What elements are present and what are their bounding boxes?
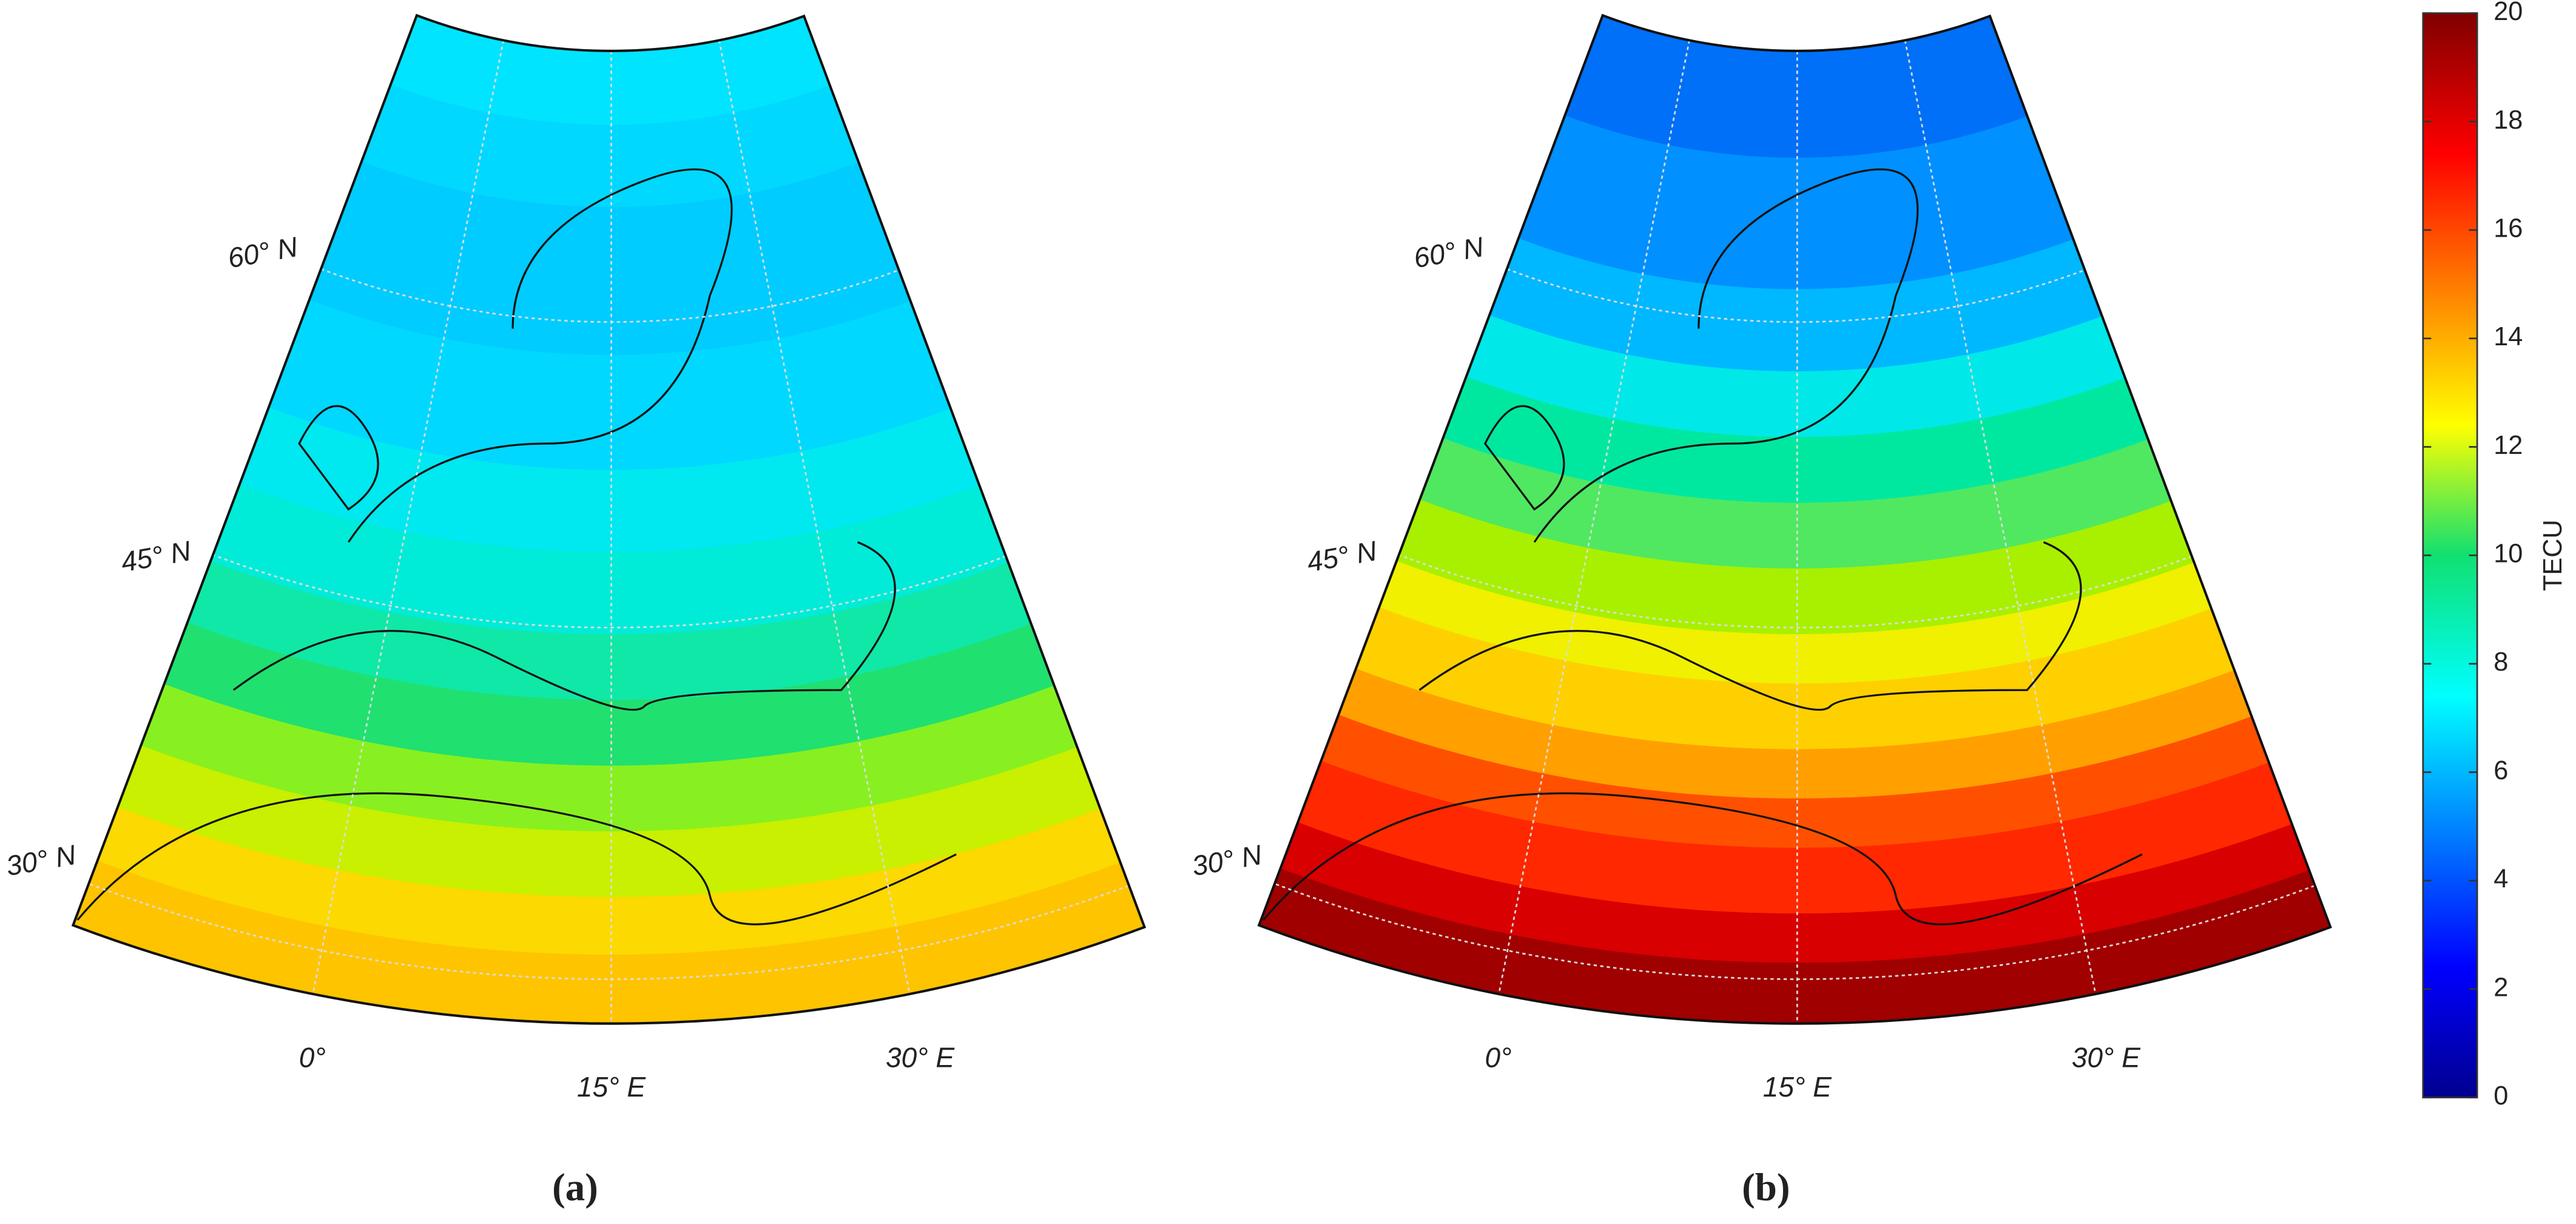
coastline [1263,168,2143,925]
map-frame [71,13,1147,1025]
lon-label: 0° [1485,1041,1512,1073]
lat-label: 30° N [1190,839,1265,882]
meridian [1498,40,1690,995]
tec-band [73,15,1145,125]
colorbar-tick-label: 6 [2493,756,2508,785]
colorbar-tick-label: 18 [2493,106,2523,135]
colorbar-tick-label: 12 [2493,431,2523,460]
colorbar [2422,12,2478,1098]
lat-label: 30° N [4,839,79,882]
panel-label: (a) [552,1166,598,1209]
lon-label: 15° E [577,1071,646,1103]
lat-label: 45° N [119,535,194,578]
lat-label: 60° N [225,231,300,274]
colorbar-tick-label: 4 [2493,865,2508,894]
meridian [1904,40,2097,995]
colorbar-tick-label: 10 [2493,539,2523,569]
coastline [76,168,957,925]
lon-label: 15° E [1763,1071,1832,1103]
colorbar-tick-label: 20 [2493,0,2523,26]
lon-label: 30° E [886,1041,955,1073]
lon-label: 0° [299,1041,326,1073]
colorbar-tick-label: 0 [2493,1081,2508,1111]
map-frame [1257,13,2332,1025]
parallel [73,15,1145,629]
colorbar-tick-label: 2 [2493,973,2508,1002]
meridian [718,40,911,995]
colorbar-label: TECU [2538,519,2568,591]
colorbar-tick-label: 16 [2493,214,2523,243]
panel-label: (b) [1742,1166,1790,1209]
lat-label: 45° N [1304,535,1380,578]
meridian [312,40,505,995]
lat-label: 60° N [1411,231,1486,274]
parallel [1259,15,2331,629]
colorbar-tick-label: 14 [2493,322,2523,351]
colorbar-tick-label: 8 [2493,648,2508,677]
lon-label: 30° E [2072,1041,2141,1073]
